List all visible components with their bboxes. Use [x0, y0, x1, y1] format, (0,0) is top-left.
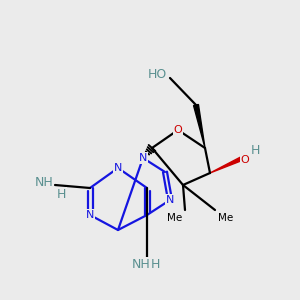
Text: HO: HO: [148, 68, 167, 82]
Polygon shape: [194, 104, 205, 148]
Text: N: N: [86, 210, 94, 220]
Text: N: N: [139, 153, 147, 163]
Text: N: N: [114, 163, 122, 173]
Text: Me: Me: [167, 213, 182, 223]
Text: O: O: [174, 125, 182, 135]
Text: N: N: [166, 195, 174, 205]
Text: NH: NH: [34, 176, 53, 190]
Polygon shape: [210, 156, 244, 173]
Text: H: H: [251, 143, 260, 157]
Text: H: H: [150, 257, 160, 271]
Text: NH: NH: [132, 257, 150, 271]
Text: H: H: [56, 188, 66, 200]
Text: O: O: [241, 155, 249, 165]
Text: Me: Me: [218, 213, 233, 223]
